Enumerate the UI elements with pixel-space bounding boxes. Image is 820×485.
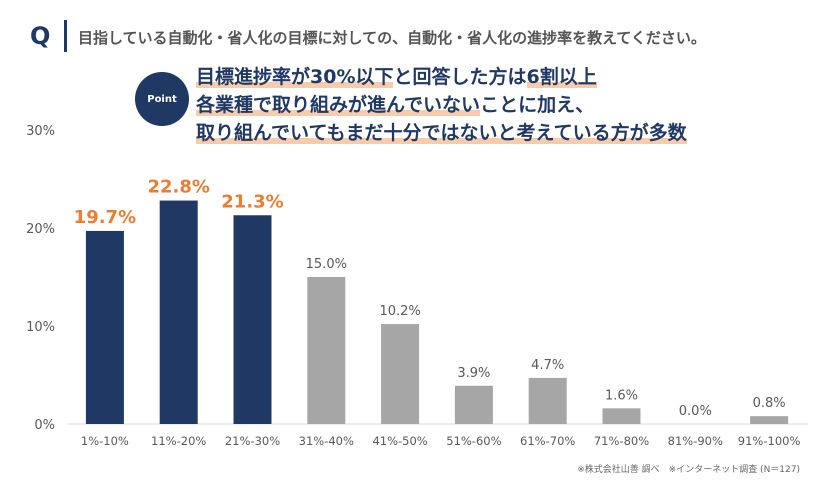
bar [85,230,124,424]
question-text: 目指している自動化・省人化の目標に対しての、自動化・省人化の進捗率を教えてくださ… [78,29,706,47]
x-tick-label: 31%-40% [299,434,354,448]
q-label: Q [30,22,51,50]
x-tick-label: 61%-70% [520,434,575,448]
data-label: 15.0% [306,257,347,272]
bar [381,324,420,424]
point-line-3: 取り組んでいてもまだ十分ではないと考えている方が多数 [196,118,687,145]
bar [602,408,641,424]
bar [750,416,789,424]
y-tick-label: 30% [26,124,55,139]
data-label: 4.7% [531,358,564,373]
point-segment: 目標進捗率が30%以下 [196,66,394,88]
bar [307,277,346,424]
y-tick-label: 20% [26,222,55,237]
bar [528,377,567,424]
bar [454,385,493,424]
y-tick-label: 0% [34,418,55,433]
data-label: 19.7% [74,207,136,228]
x-tick-label: 71%-80% [594,434,649,448]
x-tick-label: 81%-90% [668,434,723,448]
footnote: ※株式会社山善 調べ ※インターネット調査 (N＝127) [577,465,800,475]
x-tick-label: 1%-10% [81,434,129,448]
x-tick-label: 41%-50% [372,434,427,448]
y-tick-label: 10% [26,320,55,335]
point-segment: 取り組んでいてもまだ十分ではないと考えている方が多数 [196,122,687,144]
data-label: 22.8% [147,177,209,198]
data-label: 21.3% [221,191,283,212]
point-badge: Point [135,72,189,126]
bar [159,200,198,424]
data-label: 3.9% [457,366,490,381]
point-line-2: 各業種で取り組みが進んでいないことに加え、 [196,90,594,117]
data-label: 0.0% [679,404,712,419]
data-label: 10.2% [379,304,420,319]
x-tick-label: 11%-20% [151,434,206,448]
point-line-1: 目標進捗率が30%以下と回答した方は6割以上 [196,62,597,89]
bar [233,215,272,424]
point-segment: と回答した方は [393,66,527,88]
x-tick-label: 91%-100% [738,434,801,448]
x-tick-label: 21%-30% [225,434,280,448]
data-label: 0.8% [753,396,786,411]
x-tick-label: 51%-60% [446,434,501,448]
q-divider [64,20,67,52]
data-label: 1.6% [605,388,638,403]
point-segment: ことに加え、 [480,94,595,116]
point-segment: 各業種で取り組みが進んでいない [196,94,481,116]
point-segment: 6割以上 [526,66,597,88]
